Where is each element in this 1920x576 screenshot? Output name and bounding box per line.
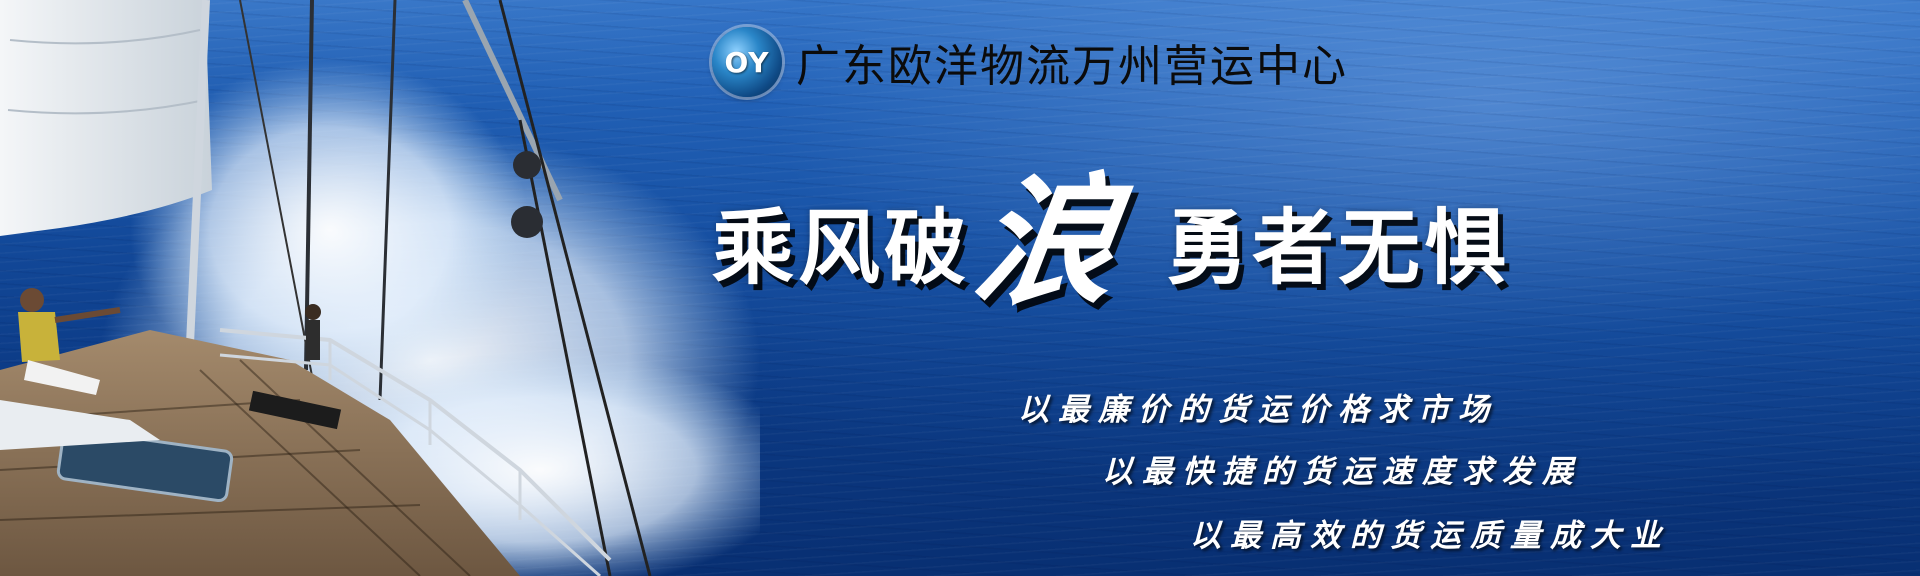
motto-line-1: 以最廉价的货运价格求市场 [1018, 392, 1498, 428]
slogan-part-1: 乘风破 [712, 200, 971, 296]
company-name: 广东欧洋物流万州营运中心 [796, 41, 1348, 92]
motto-line-2: 以最快捷的货运速度求发展 [1102, 454, 1582, 490]
sail [0, 0, 212, 236]
slogan-highlight: 浪 [964, 160, 1128, 324]
sailor-figure [18, 288, 121, 395]
globe-logo-icon: OY [712, 27, 782, 97]
motto-line-3: 以最高效的货运质量成大业 [1190, 518, 1670, 554]
logo-mark: OY [724, 45, 770, 79]
header-logo: OY 广东欧洋物流万州营运中心 [712, 22, 1348, 102]
sailboat-scene [0, 0, 760, 576]
main-slogan: 乘风破 浪 勇者无惧 [712, 160, 1511, 324]
deck [0, 330, 520, 576]
slogan-part-2: 勇者无惧 [1166, 200, 1511, 296]
